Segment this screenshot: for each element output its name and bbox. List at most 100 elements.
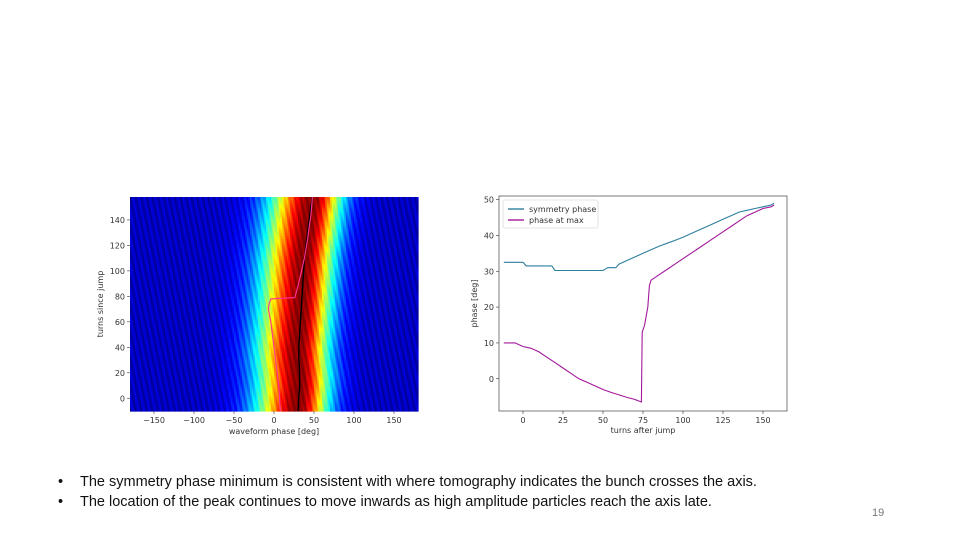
heatmap-cell bbox=[307, 377, 310, 382]
heatmap-cell bbox=[222, 377, 225, 382]
heatmap-cell bbox=[381, 352, 384, 356]
heatmap-cell bbox=[386, 400, 389, 404]
heatmap-cell bbox=[219, 347, 222, 351]
heatmap-cell bbox=[386, 395, 389, 399]
heatmap-cell bbox=[194, 405, 197, 410]
heatmap-cell bbox=[371, 367, 374, 371]
heatmap-cell bbox=[235, 347, 238, 351]
heatmap-cell bbox=[259, 354, 262, 359]
heatmap-cell bbox=[197, 380, 200, 384]
heatmap-cell bbox=[389, 360, 392, 364]
heatmap-cell bbox=[310, 388, 313, 392]
heatmap-cell bbox=[261, 382, 264, 387]
heatmap-cell bbox=[294, 390, 297, 394]
heatmap-cell bbox=[309, 380, 312, 384]
heatmap-cell bbox=[181, 360, 184, 364]
heatmap-cell bbox=[154, 360, 157, 364]
heatmap-cell bbox=[168, 352, 171, 356]
heatmap-cell bbox=[243, 372, 246, 376]
heatmap-cell bbox=[214, 347, 217, 351]
heatmap-cell bbox=[290, 357, 293, 361]
heatmap-cell bbox=[142, 352, 145, 356]
heatmap-cell bbox=[291, 385, 294, 389]
heatmap-cell bbox=[195, 377, 198, 382]
heatmap-cell bbox=[141, 393, 144, 397]
heatmap-cell bbox=[299, 367, 302, 371]
heatmap-cell bbox=[320, 388, 323, 392]
heatmap-cell bbox=[141, 339, 144, 343]
heatmap-cell bbox=[358, 372, 361, 376]
heatmap-cell bbox=[326, 349, 329, 354]
heatmap-cell bbox=[214, 395, 217, 399]
heatmap-cell bbox=[261, 405, 264, 410]
heatmap-cell bbox=[230, 365, 233, 369]
heatmap-cell bbox=[187, 347, 190, 351]
heatmap-cell bbox=[213, 342, 216, 346]
heatmap-cell bbox=[293, 357, 296, 361]
heatmap-cell bbox=[213, 385, 216, 389]
heatmap-cell bbox=[214, 403, 217, 407]
heatmap-cell bbox=[170, 362, 173, 366]
heatmap-cell bbox=[251, 403, 254, 407]
heatmap-cell bbox=[227, 347, 230, 351]
heatmap-cell bbox=[216, 342, 219, 346]
heatmap-cell bbox=[166, 365, 169, 369]
heatmap-cell bbox=[283, 405, 286, 410]
heatmap-row bbox=[130, 354, 419, 359]
heatmap-cell bbox=[144, 403, 147, 407]
heatmap-cell bbox=[349, 347, 352, 351]
heatmap-cell bbox=[155, 365, 158, 369]
heatmap-cell bbox=[229, 398, 232, 402]
heatmap-cell bbox=[221, 367, 224, 371]
heatmap-cell bbox=[270, 370, 273, 374]
heatmap-cell bbox=[224, 403, 227, 407]
heatmap-cell bbox=[202, 354, 205, 359]
heatmap-cell bbox=[314, 377, 317, 382]
heatmap-cell bbox=[290, 375, 293, 379]
heatmap-cell bbox=[198, 377, 201, 382]
heatmap-cell bbox=[323, 390, 326, 394]
heatmap-cell bbox=[336, 367, 339, 371]
heatmap-cell bbox=[360, 370, 363, 374]
heatmap-cell bbox=[370, 349, 373, 354]
heatmap-cell bbox=[406, 344, 409, 348]
heatmap-cell bbox=[408, 357, 411, 361]
heatmap-cell bbox=[347, 365, 350, 369]
heatmap-cell bbox=[174, 347, 177, 351]
heatmap-cell bbox=[312, 405, 315, 410]
heatmap-cell bbox=[186, 403, 189, 407]
heatmap-cell bbox=[362, 352, 365, 356]
heatmap-cell bbox=[328, 395, 331, 399]
heatmap-cell bbox=[296, 405, 299, 410]
heatmap-cell bbox=[365, 385, 368, 389]
heatmap-cell bbox=[224, 344, 227, 348]
heatmap-cell bbox=[374, 405, 377, 410]
heatmap-cell bbox=[386, 367, 389, 371]
heatmap-cell bbox=[400, 408, 403, 412]
heatmap-cell bbox=[234, 362, 237, 366]
heatmap-cell bbox=[413, 365, 416, 369]
heatmap-cell bbox=[256, 362, 259, 366]
heatmap-cell bbox=[245, 349, 248, 354]
heatmap-cell bbox=[182, 357, 185, 361]
heatmap-cell bbox=[288, 342, 291, 346]
heatmap-cell bbox=[131, 385, 134, 389]
heatmap-cell bbox=[277, 408, 280, 412]
heatmap-cell bbox=[253, 347, 256, 351]
heatmap-cell bbox=[416, 400, 419, 404]
heatmap-cell bbox=[221, 342, 224, 346]
heatmap-cell bbox=[339, 354, 342, 359]
heatmap-cell bbox=[339, 357, 342, 361]
heatmap-cell bbox=[336, 403, 339, 407]
heatmap-cell bbox=[414, 405, 417, 410]
heatmap-cell bbox=[310, 395, 313, 399]
heatmap-cell bbox=[336, 349, 339, 354]
heatmap-cell bbox=[232, 347, 235, 351]
heatmap-cell bbox=[378, 400, 381, 404]
heatmap-cell bbox=[325, 380, 328, 384]
heatmap-cell bbox=[205, 362, 208, 366]
heatmap-cell bbox=[328, 362, 331, 366]
heatmap-cell bbox=[346, 388, 349, 392]
heatmap-cell bbox=[371, 390, 374, 394]
heatmap-cell bbox=[242, 360, 245, 364]
